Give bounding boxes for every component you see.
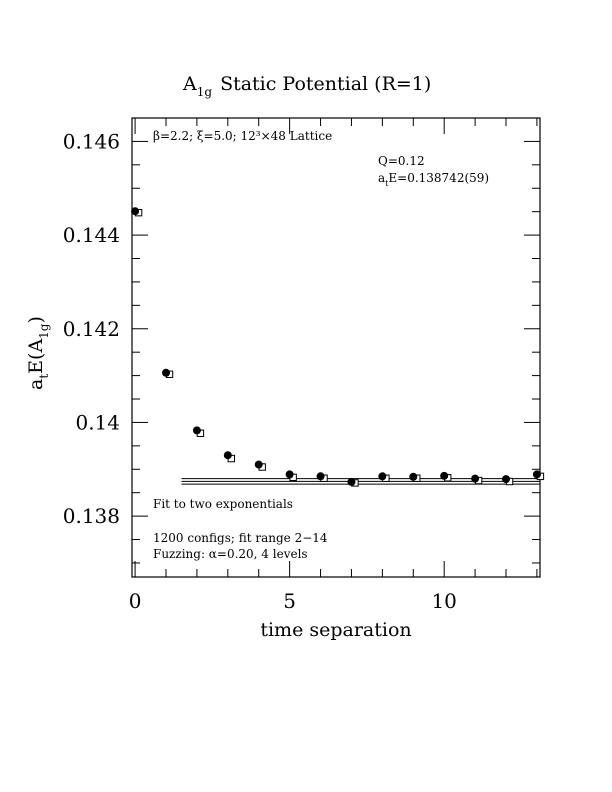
y-tick-label: 0.138 <box>63 504 120 528</box>
data-point-circle <box>378 472 387 481</box>
fit-note: Fit to two exponentials <box>153 497 293 511</box>
energy-annotation: atE=0.138742(59) <box>378 171 489 188</box>
data-point-circle <box>409 472 418 481</box>
data-point-circle <box>471 474 480 483</box>
data-point-circle <box>502 475 510 484</box>
x-tick-labels: 0 5 10 <box>129 589 457 613</box>
y-tick-label: 0.14 <box>75 410 120 434</box>
y-tick-labels: 0.138 0.14 0.142 0.144 0.146 <box>63 129 120 528</box>
data-point-circle <box>347 477 356 486</box>
data-point-circle <box>162 368 170 377</box>
data-point-circle <box>192 426 201 435</box>
fit-band <box>181 478 540 485</box>
fuzzing-note: Fuzzing: α=0.20, 4 levels <box>153 547 308 561</box>
y-tick-label: 0.142 <box>63 317 120 341</box>
data-point-circle <box>254 460 263 469</box>
configs-note: 1200 configs; fit range 2−14 <box>153 531 328 545</box>
data-points <box>131 207 545 487</box>
data-point-circle <box>532 470 541 479</box>
data-point-circle <box>316 472 325 481</box>
y-tick-label: 0.144 <box>63 223 120 247</box>
chart-title: A1g Static Potential (R=1) <box>182 73 431 99</box>
axis-ticks <box>132 117 540 577</box>
lattice-annotation: β=2.2; ξ=5.0; 12³×48 Lattice <box>153 129 332 143</box>
plot-frame <box>131 117 541 578</box>
x-tick-label: 0 <box>129 589 142 613</box>
q-value-annotation: Q=0.12 <box>378 154 425 168</box>
y-tick-label: 0.146 <box>63 129 120 153</box>
data-point-circle <box>285 470 294 479</box>
data-point-circle <box>131 207 140 216</box>
x-axis-label: time separation <box>260 619 411 641</box>
y-axis-label: atE(A1g) <box>25 316 51 390</box>
data-point-circle <box>223 451 232 460</box>
data-point-circle <box>440 471 449 480</box>
x-tick-label: 10 <box>431 589 456 613</box>
x-tick-label: 5 <box>283 589 296 613</box>
